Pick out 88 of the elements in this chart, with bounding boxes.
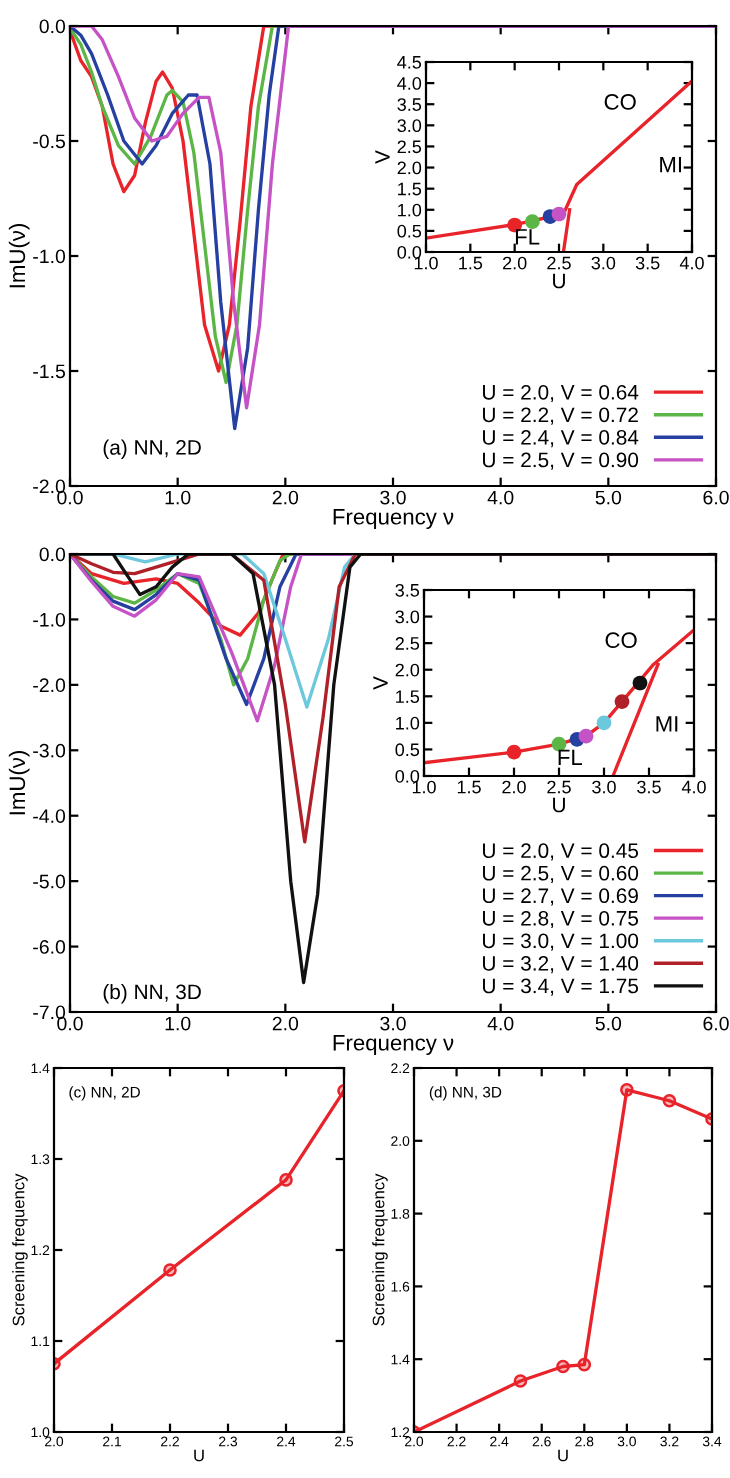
x-tick-label: 1.0 [412,780,436,794]
x-tick-label: 1.5 [459,256,483,270]
x-tick-label: 3.0 [591,256,616,270]
y-tick-label: 3.0 [395,610,420,624]
x-tick-label: 2.5 [547,780,571,794]
annotation: FL [558,749,583,766]
x-axis-title: U [558,1449,568,1462]
legend-label: U = 2.5, V = 0.90 [483,452,639,470]
y-tick-label: -2.0 [33,479,66,494]
x-tick-label: 4.0 [487,1016,514,1031]
y-tick-label: 1.0 [396,716,420,730]
annotation: (b) NN, 3D [103,983,201,1004]
y-tick-label: 2.0 [397,161,422,175]
legend-label: U = 2.8, V = 0.75 [483,910,639,929]
y-tick-label: 0.5 [397,224,422,238]
x-tick-label: 1.5 [457,780,481,794]
y-tick-label: -0.5 [33,134,66,149]
legend-label: U = 3.2, V = 1.40 [483,956,639,974]
y-tick-label: -5.0 [33,874,66,889]
x-tick-label: 5.0 [595,490,622,505]
y-axis-title: ImU(ν) [8,751,30,815]
annotation: FL [515,229,540,245]
x-axis-title: U [194,1449,204,1462]
y-tick-label: 0.0 [397,245,422,259]
y-tick-label: 0.0 [395,769,420,783]
y-tick-label: 0.5 [395,743,420,757]
y-axis-title: V [375,150,390,164]
y-tick-label: 3.5 [395,583,420,597]
y-tick-label: 3.5 [397,98,422,111]
x-tick-label: 1.0 [414,256,438,270]
y-tick-label: -4.0 [33,809,66,823]
y-tick-label: 2.5 [395,637,420,650]
y-tick-label: 3.0 [397,119,422,133]
x-tick-label: 3.5 [637,780,661,794]
legend-label: U = 2.0, V = 0.45 [483,843,639,861]
y-tick-label: -6.0 [33,940,66,954]
x-tick-label: 2.5 [547,256,571,270]
y-tick-label: 1.5 [396,690,420,704]
x-axis-title: Frequency ν [333,1035,454,1056]
y-tick-label: 2.0 [395,663,420,677]
legend-label: U = 2.2, V = 0.72 [483,407,638,425]
y-tick-label: 4.0 [397,77,422,90]
annotation: CO [605,632,637,649]
y-tick-label: 4.5 [397,56,422,69]
x-tick-label: 2.0 [272,490,299,505]
x-axis-title: U [553,273,565,289]
x-tick-label: 2.0 [502,780,526,794]
x-tick-label: 4.0 [681,780,706,794]
x-tick-label: 3.5 [635,256,660,270]
x-tick-label: 2.0 [272,1016,299,1031]
x-axis-title: U [553,797,565,813]
legend-label: U = 3.0, V = 1.00 [483,933,639,951]
legend-label: U = 2.7, V = 0.69 [483,888,638,906]
y-tick-label: -3.0 [33,743,66,758]
legend-label: U = 3.4, V = 1.75 [483,978,639,996]
legend-label: U = 2.5, V = 0.60 [483,865,639,884]
x-tick-label: 4.0 [679,256,704,270]
annotation: MI [656,716,678,732]
x-tick-label: 0.0 [57,490,83,505]
y-tick-label: 1.5 [398,182,422,196]
y-axis-title: Screening frequency [372,1173,388,1326]
y-axis-title: V [373,676,388,690]
x-axis-title: Frequency ν [333,509,454,530]
x-tick-label: 1.0 [165,1016,191,1031]
y-axis-title: Screening frequency [12,1173,28,1326]
y-axis-title: ImU(ν) [8,224,30,288]
x-tick-label: 3.0 [592,780,616,794]
y-tick-label: -1.0 [33,249,66,264]
annotation: MI [660,156,682,173]
x-tick-label: 1.0 [165,490,191,505]
y-tick-label: 1.0 [398,203,422,217]
x-tick-label: 5.0 [595,1016,622,1031]
annotation: (a) NN, 2D [103,439,201,459]
x-tick-label: 2.0 [503,256,527,270]
legend-label: U = 2.4, V = 0.84 [483,430,639,448]
y-tick-label: -2.0 [33,678,66,693]
x-tick-label: 4.0 [487,490,514,505]
y-tick-label: 2.5 [397,140,422,154]
x-tick-label: 6.0 [703,1016,729,1031]
y-tick-label: 0.0 [39,547,66,562]
annotation: CO [604,94,636,110]
x-tick-label: 6.0 [703,490,729,505]
y-tick-label: 0.0 [39,19,66,34]
y-tick-label: -1.5 [33,364,66,379]
legend-label: U = 2.0, V = 0.64 [483,384,639,403]
y-tick-label: -7.0 [33,1005,66,1020]
x-tick-label: 0.0 [57,1016,83,1031]
y-tick-label: -1.0 [33,612,66,627]
